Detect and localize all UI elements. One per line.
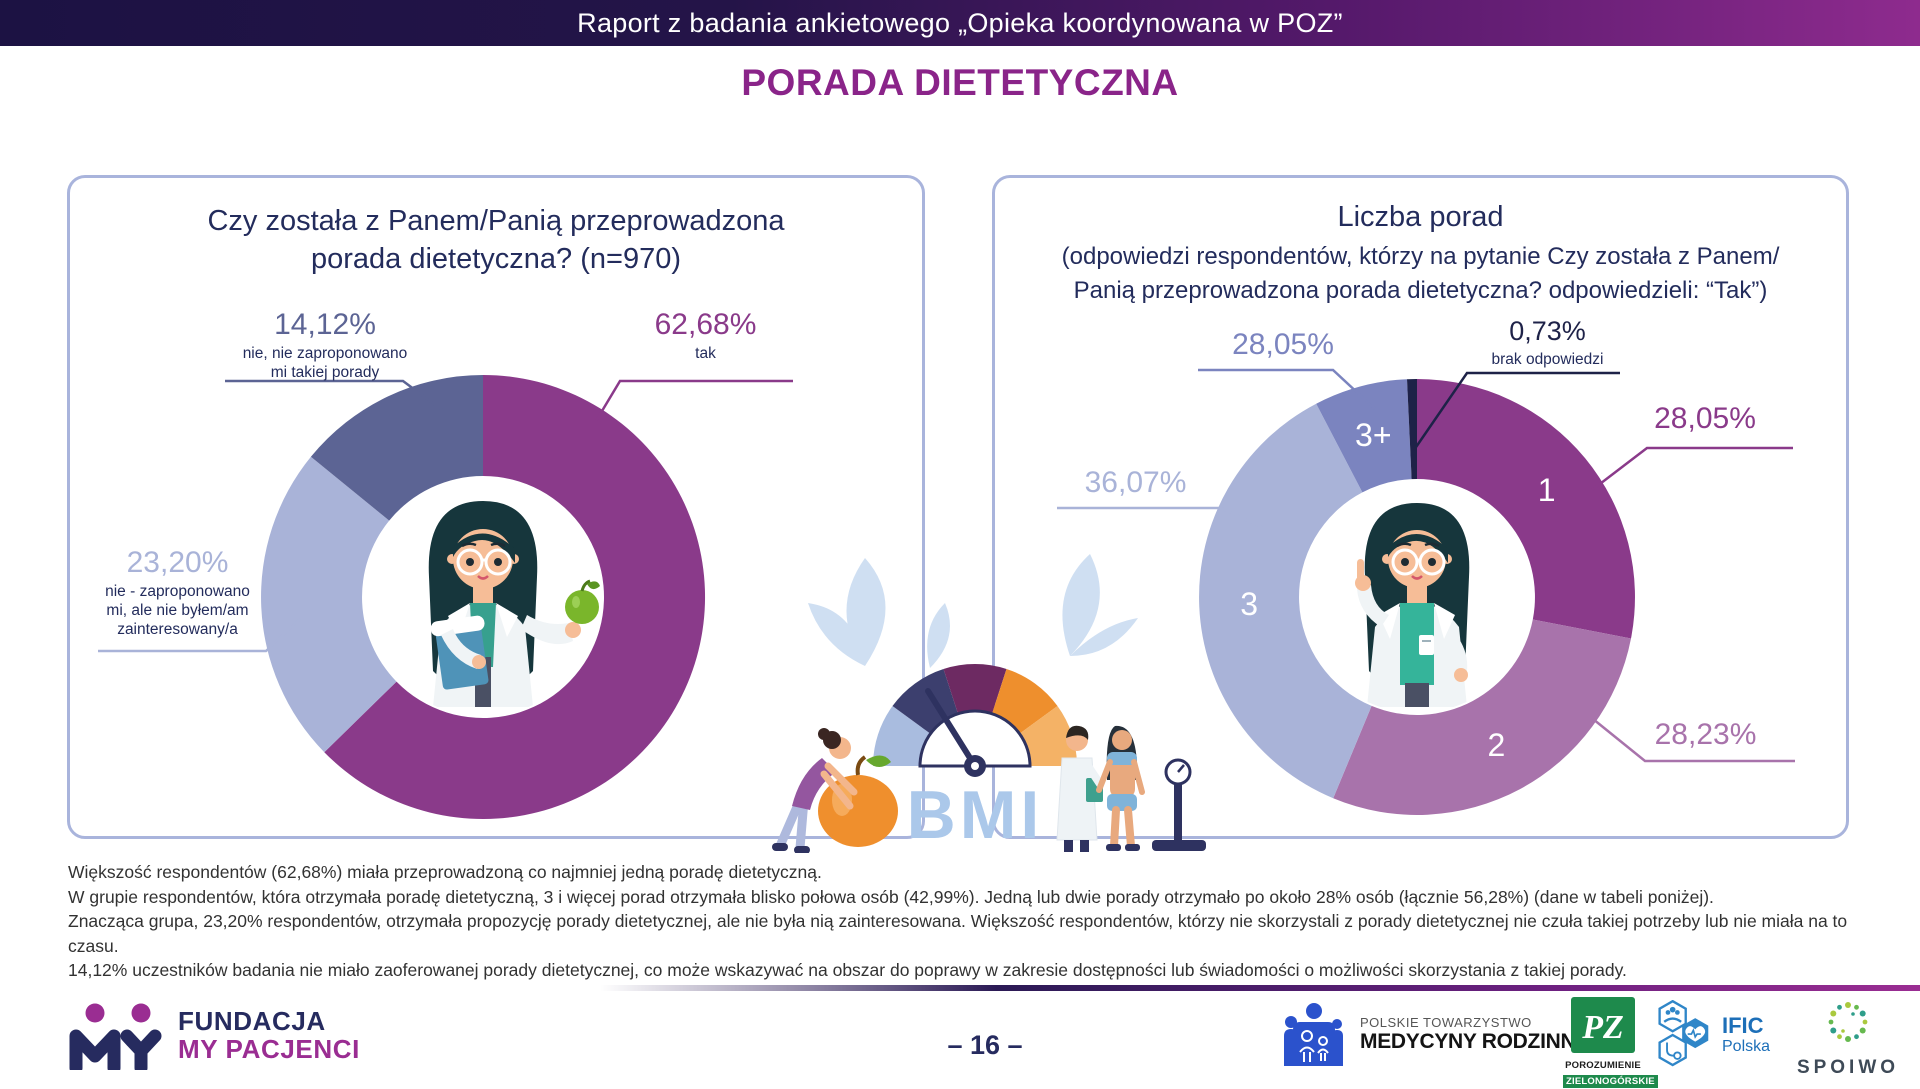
summary-line: 14,12% uczestników badania nie miało zao… (68, 960, 1627, 980)
fundacja-my-pacjenci-logo: FUNDACJA MY PACJENCI (66, 1000, 360, 1070)
report-header-title: Raport z badania ankietowego „Opieka koo… (577, 7, 1343, 38)
callout-value: 28,05% (1654, 402, 1756, 435)
chart-panel-porada-dietetyczna: Czy została z Panem/Panią przeprowadzona… (67, 175, 925, 839)
callout-nie-nie-zaproponowano: 14,12% nie, nie zaproponowano mi takiej … (210, 308, 440, 382)
donut-slice (1199, 403, 1372, 799)
leader-3 (1057, 506, 1264, 530)
donut-slice (310, 375, 483, 521)
slice-labels-right: 1 2 3 3+ (1240, 417, 1555, 763)
my-monogram-icon (69, 1003, 162, 1070)
callout-value: 23,20% (126, 546, 229, 579)
doctor-pointing-illustration (1355, 503, 1470, 707)
callout-value: 36,07% (1084, 466, 1187, 499)
bmi-illustration: BMI (772, 554, 1206, 853)
pz-name-line1: POROZUMIENIE (1565, 1060, 1641, 1071)
callout-value: 28,23% (1654, 718, 1757, 751)
callout-label: nie - zaproponowano mi, ale nie byłem/am… (105, 583, 250, 638)
ptmr-name-line1: POLSKIE TOWARZYSTWO (1360, 1014, 1532, 1030)
summary-text: Większość respondentów (62,68%) miała pr… (68, 860, 1868, 983)
slice-inner-label: 3 (1240, 586, 1258, 622)
spoiwo-name: SPOIWO (1796, 1057, 1900, 1078)
ific-name-line2: Polska (1722, 1038, 1771, 1055)
summary-line: W grupie respondentów, która otrzymała p… (68, 886, 1714, 907)
slice-inner-label: 3+ (1355, 417, 1391, 453)
leader-nie-nie (225, 379, 443, 412)
donut-slice (324, 375, 706, 819)
callout-tak: 62,68% tak (588, 308, 823, 363)
callout-value: 0,73% (1509, 316, 1586, 346)
ptmr-logo: POLSKIE TOWARZYSTWO MEDYCYNY RODZINNEJ (1280, 1002, 1601, 1066)
callout-1: 28,05% (1610, 402, 1800, 436)
porozumienie-zielonogorskie-logo: PZ POROZUMIENIE ZIELONOGÓRSKIE (1563, 997, 1658, 1089)
brand-name-line2: MY PACJENCI (178, 1034, 360, 1064)
leader-lines-right (1057, 368, 1795, 763)
callout-label: brak odpowiedzi (1491, 351, 1604, 368)
report-header: Raport z badania ankietowego „Opieka koo… (0, 0, 1920, 46)
leader-brak-odpowiedzi (1412, 371, 1620, 451)
page-title: PORADA DIETETYCZNA (741, 62, 1179, 103)
pz-name-line2: ZIELONOGÓRSKIE (1563, 1075, 1658, 1088)
leader-tak (594, 379, 793, 422)
leaf-decoration-icon (808, 554, 1138, 668)
donut-slice (1316, 379, 1412, 493)
ptmr-name-line2: MEDYCYNY RODZINNEJ (1360, 1029, 1601, 1053)
chart-panel-liczba-porad: Liczba porad (odpowiedzi respondentów, k… (992, 175, 1849, 839)
slice-inner-label: 2 (1488, 727, 1506, 763)
pz-monogram-icon: PZ (1571, 997, 1635, 1053)
callout-value: 28,05% (1232, 328, 1334, 361)
summary-line: Znacząca grupa, 23,20% respondentów, otr… (68, 911, 1848, 956)
callout-3: 36,07% (1043, 466, 1228, 500)
leader-3plus (1198, 368, 1376, 410)
callout-3plus: 28,05% (1183, 328, 1383, 362)
donut-slice (1333, 619, 1631, 815)
donut-slice (1407, 378, 1417, 480)
chart-title-left: Czy została z Panem/Panią przeprowadzona… (207, 205, 785, 275)
footer-divider (600, 985, 1920, 991)
weight-scale-icon (1152, 758, 1206, 851)
hexagons-medical-icon (1658, 1000, 1709, 1067)
leader-1 (1591, 446, 1793, 491)
family-icon (1284, 1003, 1343, 1066)
dotted-ring-icon (1828, 1002, 1868, 1042)
leader-2 (1592, 718, 1795, 763)
slice-inner-label: 1 (1538, 472, 1556, 508)
spoiwo-logo: SPOIWO (1793, 998, 1903, 1079)
page-number: – 16 – (947, 1030, 1023, 1060)
chart-title-right: Liczba porad (1337, 201, 1504, 233)
chart-subtitle-right: (odpowiedzi respondentów, którzy na pyta… (1061, 243, 1780, 304)
bmi-gauge-icon (873, 664, 1077, 777)
callout-value: 14,12% (274, 308, 376, 341)
woman-pushing-icon (772, 728, 858, 853)
donut-slice (261, 456, 397, 753)
callout-label: nie, nie zaproponowano mi takiej porady (242, 345, 408, 381)
bmi-label: BMI (907, 777, 1044, 853)
summary-line: Większość respondentów (62,68%) miała pr… (68, 862, 822, 882)
callout-brak-odpowiedzi: 0,73% brak odpowiedzi (1435, 314, 1660, 369)
donut-slice (1417, 379, 1635, 639)
leader-lines-left (98, 379, 793, 653)
leader-nie-ale (98, 618, 301, 653)
callout-nie-ale-niezainteresowany: 23,20% nie - zaproponowano mi, ale nie b… (75, 546, 280, 639)
ific-name-line1: IFIC (1722, 1013, 1764, 1038)
donut-slices-right (1199, 378, 1635, 815)
callout-label: tak (695, 345, 716, 362)
callout-value: 62,68% (654, 308, 757, 341)
brand-name-line1: FUNDACJA (178, 1006, 326, 1036)
donut-chart-left (98, 375, 793, 819)
callout-2: 28,23% (1613, 718, 1798, 752)
donut-chart-right: 1 2 3 3+ (1057, 368, 1795, 815)
ific-polska-logo: IFIC Polska (1652, 1000, 1770, 1070)
donut-slices-left (261, 375, 706, 819)
doctor-with-apple-illustration (428, 501, 600, 707)
pz-monogram-text: PZ (1581, 1009, 1624, 1046)
doctor-and-patient-icon (1056, 725, 1145, 852)
